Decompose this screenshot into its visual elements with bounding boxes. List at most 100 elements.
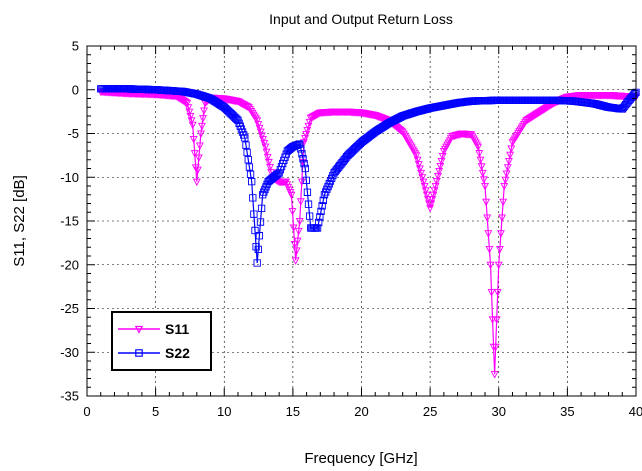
data-point — [182, 99, 190, 107]
data-point — [266, 164, 274, 172]
data-point — [192, 178, 201, 187]
data-point — [475, 150, 484, 158]
data-point — [238, 128, 247, 136]
data-point — [216, 100, 224, 108]
data-point — [432, 177, 441, 186]
data-point — [273, 170, 281, 179]
data-point — [485, 245, 494, 254]
data-point — [253, 117, 262, 125]
data-point — [501, 176, 510, 185]
legend-box — [111, 311, 212, 371]
data-point — [199, 115, 207, 123]
series-s22 — [97, 85, 640, 267]
data-point — [497, 230, 505, 238]
data-point — [229, 112, 238, 120]
data-point — [227, 110, 235, 118]
data-point — [222, 105, 231, 114]
data-point — [492, 316, 501, 324]
data-point — [304, 200, 313, 208]
data-point — [259, 136, 268, 144]
data-point — [323, 185, 331, 193]
data-point — [232, 114, 240, 122]
y-tick-label: -35 — [60, 389, 79, 404]
data-point — [495, 245, 504, 254]
y-tick-label: -30 — [60, 345, 79, 360]
data-point — [494, 261, 503, 270]
data-point — [415, 165, 424, 173]
legend-entry-s22: S22 — [118, 345, 190, 361]
data-point — [478, 169, 487, 178]
series-layer — [96, 85, 640, 379]
data-point — [184, 104, 193, 112]
data-point — [297, 145, 305, 153]
data-point — [488, 316, 497, 324]
data-point — [210, 97, 218, 105]
data-point — [287, 191, 296, 200]
data-point — [259, 191, 267, 199]
data-point — [506, 151, 515, 160]
data-point — [318, 202, 326, 210]
data-point — [256, 128, 265, 137]
data-point — [255, 232, 264, 240]
x-axis-title: Frequency [GHz] — [304, 450, 417, 467]
data-point — [206, 94, 215, 103]
series-markers-s22 — [97, 85, 640, 267]
data-point — [315, 218, 323, 227]
data-point — [483, 214, 492, 222]
data-point — [434, 172, 442, 181]
data-point — [482, 198, 491, 207]
data-point — [435, 167, 444, 176]
axis-ticks — [86, 45, 637, 397]
data-point — [262, 148, 271, 157]
data-point — [245, 163, 254, 171]
data-point — [326, 177, 335, 185]
data-point — [319, 196, 327, 204]
data-point — [257, 132, 266, 140]
data-point — [298, 150, 306, 158]
data-point — [253, 259, 261, 267]
data-point — [243, 148, 251, 157]
data-point — [250, 210, 258, 218]
data-point — [420, 182, 429, 191]
data-point — [438, 152, 447, 161]
data-point — [249, 194, 257, 202]
legend-label: S22 — [165, 345, 190, 361]
data-point — [476, 156, 485, 165]
data-point — [481, 182, 489, 191]
data-point — [211, 97, 219, 106]
data-point — [183, 99, 192, 108]
data-point — [493, 289, 502, 297]
data-point — [423, 196, 432, 204]
data-point — [234, 116, 242, 125]
legend-entry-s11: S11 — [118, 321, 189, 337]
data-point — [240, 131, 248, 139]
data-point — [479, 176, 488, 184]
chart-title: Input and Output Return Loss — [269, 11, 453, 27]
legend-swatch-marker — [135, 349, 143, 357]
data-point — [246, 170, 255, 178]
data-point — [233, 115, 241, 123]
y-axis-title: S11, S22 [dB] — [11, 175, 28, 266]
data-point — [500, 182, 509, 191]
data-point — [255, 124, 264, 133]
x-tick-label: 20 — [354, 404, 368, 419]
data-point — [305, 212, 314, 220]
data-point — [486, 261, 495, 270]
legend-label: S11 — [165, 321, 189, 337]
data-point — [179, 97, 188, 106]
data-point — [303, 188, 312, 196]
data-point — [224, 106, 232, 115]
data-point — [436, 162, 445, 171]
data-point — [190, 150, 199, 158]
data-point — [414, 161, 423, 169]
x-tick-label: 5 — [152, 404, 159, 419]
data-point — [221, 104, 230, 112]
data-point — [214, 99, 223, 108]
data-point — [187, 117, 196, 125]
data-point — [252, 243, 260, 251]
data-point — [301, 164, 309, 173]
data-point — [189, 135, 198, 144]
data-point — [220, 103, 228, 111]
y-tick-label: 0 — [72, 82, 79, 97]
